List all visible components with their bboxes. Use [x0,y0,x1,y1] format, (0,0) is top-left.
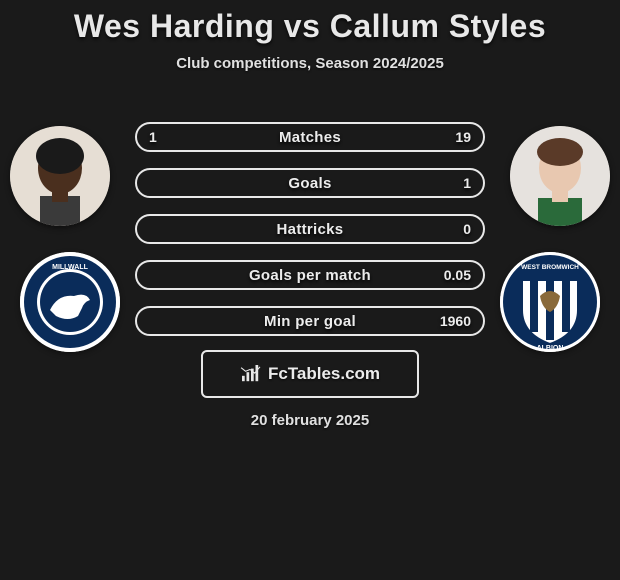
avatar-right-placeholder-icon [510,126,610,226]
player-left-avatar [10,126,110,226]
stat-right-value: 0 [463,221,471,237]
svg-text:MILLWALL: MILLWALL [52,264,88,271]
stat-right-value: 0.05 [444,267,471,283]
stat-label: Hattricks [277,221,344,238]
brand-box: FcTables.com [201,350,419,398]
stat-row: Min per goal 1960 [135,306,485,336]
stat-row: Hattricks 0 [135,214,485,244]
bar-chart-icon [240,365,262,383]
stats-container: 1 Matches 19 Goals 1 Hattricks 0 Goals p… [135,122,485,352]
svg-text:WEST BROMWICH: WEST BROMWICH [521,264,579,271]
stat-right-value: 19 [455,129,471,145]
west-brom-crest-icon: WEST BROMWICH ALBION [500,252,600,352]
comparison-card: Wes Harding vs Callum Styles Club compet… [0,0,620,580]
stat-row: Goals 1 [135,168,485,198]
brand-text: FcTables.com [268,364,380,384]
stat-label: Goals per match [249,267,371,284]
stat-label: Matches [279,129,341,146]
player-right-avatar [510,126,610,226]
subtitle: Club competitions, Season 2024/2025 [0,55,620,72]
club-right-crest: WEST BROMWICH ALBION [500,252,600,352]
svg-text:ALBION: ALBION [537,345,564,352]
club-left-crest: MILLWALL [20,252,120,352]
date-label: 20 february 2025 [0,412,620,429]
page-title: Wes Harding vs Callum Styles [0,0,620,45]
stat-row: Goals per match 0.05 [135,260,485,290]
stat-row: 1 Matches 19 [135,122,485,152]
stat-right-value: 1 [463,175,471,191]
millwall-crest-icon: MILLWALL [20,252,120,352]
stat-label: Min per goal [264,313,356,330]
stat-left-value: 1 [149,129,157,145]
avatar-left-placeholder-icon [10,126,110,226]
stat-right-value: 1960 [440,313,471,329]
stat-label: Goals [288,175,331,192]
